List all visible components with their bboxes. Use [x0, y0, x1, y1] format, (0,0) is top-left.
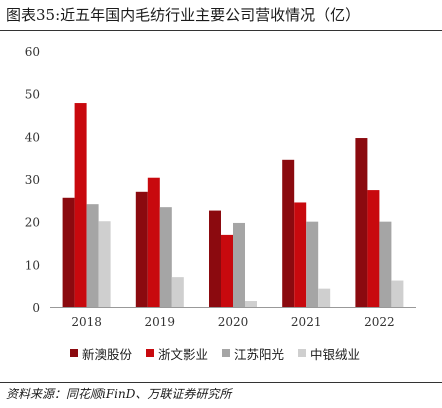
legend-label: 江苏阳光 — [234, 346, 285, 362]
bar — [159, 207, 172, 307]
y-tick-label: 30 — [25, 173, 40, 187]
legend-swatch — [146, 349, 155, 357]
bar — [221, 234, 233, 307]
y-tick-label: 50 — [25, 88, 40, 102]
y-tick-label: 40 — [25, 130, 40, 144]
legend-label: 中银绒业 — [310, 346, 361, 362]
bar — [391, 280, 404, 307]
legend-swatch — [222, 349, 231, 357]
y-tick-label: 20 — [25, 216, 40, 230]
bar — [367, 190, 380, 307]
legend-item-xinao: 新澳股份 — [70, 344, 132, 363]
bar — [147, 177, 160, 307]
bar — [282, 159, 295, 307]
x-tick-label: 2018 — [71, 315, 102, 329]
bar — [355, 138, 368, 307]
bar — [74, 103, 87, 307]
source-note: 资料来源：同花顺iFinD、万联证券研究所 — [6, 387, 232, 401]
chart-title: 图表35:近五年国内毛纺行业主要公司营收情况（亿） — [6, 6, 361, 24]
chart-legend: 新澳股份 浙文影业 江苏阳光 中银绒业 — [70, 344, 410, 362]
legend-swatch — [70, 349, 78, 357]
bar — [379, 221, 392, 307]
bar-chart: 0 10 20 30 40 50 60 2018 2019 2020 2021 2022 — [25, 45, 416, 329]
bar — [86, 204, 99, 307]
bar — [294, 202, 307, 307]
bar — [233, 222, 245, 307]
legend-item-jiangsu-yangguang: 江苏阳光 — [222, 344, 284, 363]
bar — [135, 191, 148, 307]
bar — [318, 288, 331, 307]
title-divider — [0, 30, 442, 31]
x-tick-label: 2020 — [218, 315, 249, 329]
bar — [62, 197, 75, 307]
bar — [306, 221, 319, 307]
bar — [245, 301, 257, 307]
legend-label: 新澳股份 — [82, 346, 133, 362]
legend-swatch — [298, 349, 307, 357]
legend-item-zhewen: 浙文影业 — [146, 344, 208, 363]
legend-label: 浙文影业 — [158, 346, 209, 362]
bar — [171, 277, 184, 307]
x-tick-label: 2021 — [291, 315, 322, 329]
x-tick-label: 2022 — [364, 315, 395, 329]
legend-item-zhongyin-rongye: 中银绒业 — [298, 344, 360, 363]
source-divider — [0, 382, 442, 383]
y-tick-label: 0 — [32, 301, 40, 315]
y-tick-label: 10 — [25, 258, 40, 272]
bar — [98, 221, 111, 307]
x-tick-label: 2019 — [145, 315, 176, 329]
y-tick-label: 60 — [25, 45, 40, 59]
bar — [209, 210, 221, 307]
